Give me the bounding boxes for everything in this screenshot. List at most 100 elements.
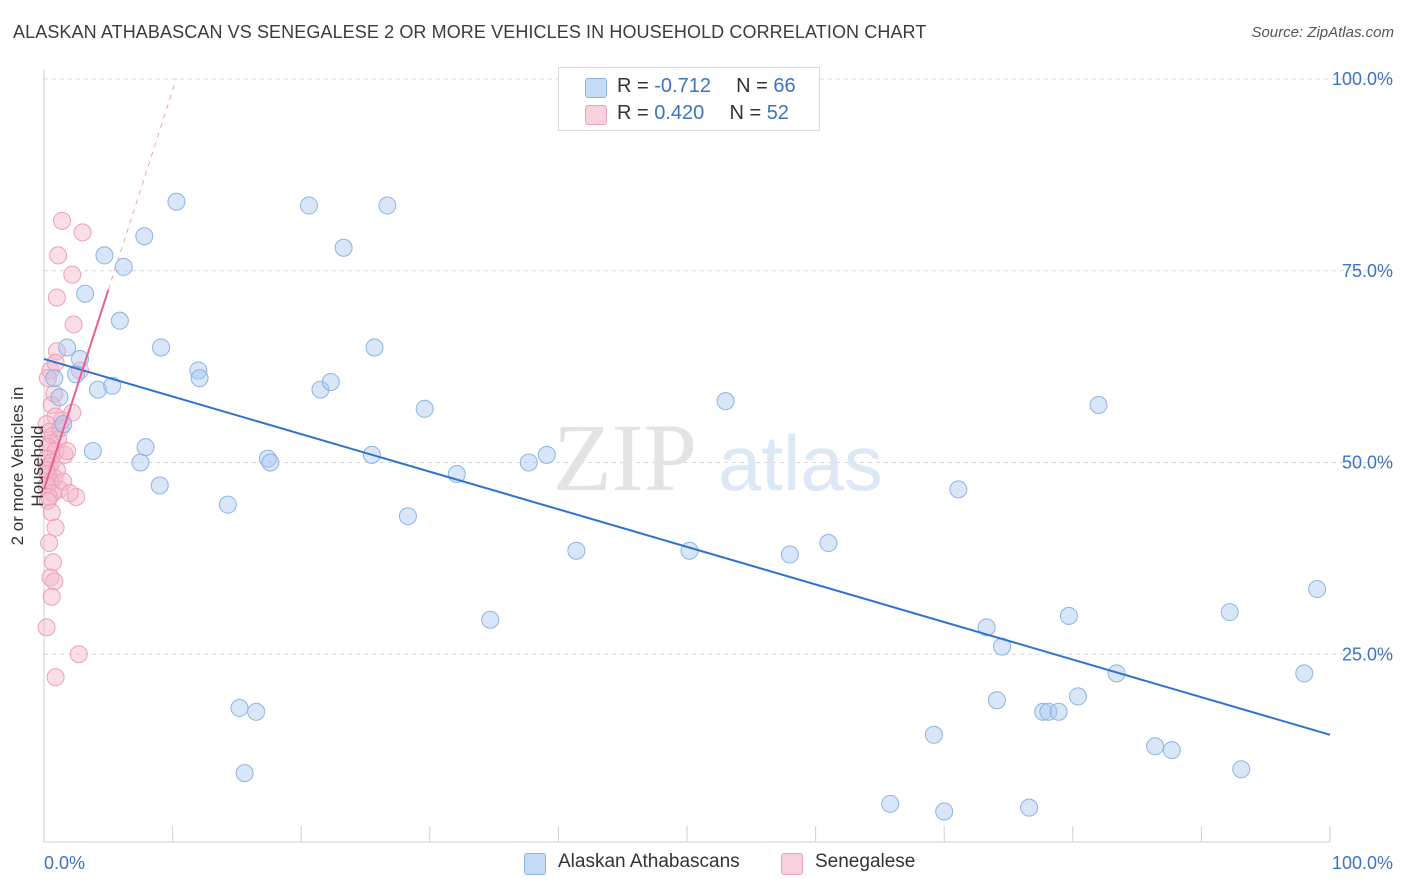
athabascan-point <box>152 338 171 357</box>
athabascan-point <box>519 453 538 472</box>
senegalese-point <box>60 484 79 503</box>
watermark-zip: ZIP <box>553 404 697 511</box>
athabascan-point <box>1039 702 1058 721</box>
athabascan-point <box>716 392 735 411</box>
athabascan-trendline <box>43 357 1331 736</box>
senegalese-point <box>46 518 65 537</box>
athabascan-point <box>1089 395 1108 414</box>
athabascan-points <box>45 192 1327 821</box>
athabascan-point <box>58 338 77 357</box>
grid-lines <box>44 78 1394 655</box>
athabascan-point <box>680 541 699 560</box>
tick-labels: 25.0% 50.0% 75.0% 100.0% 0.0% 100.0% <box>44 69 1393 873</box>
athabascan-point <box>1020 798 1039 817</box>
athabascan-point <box>537 445 556 464</box>
athabascan-point <box>150 476 169 495</box>
athabascan-point <box>167 192 186 211</box>
senegalese-point <box>40 534 59 553</box>
legend-swatch-pink <box>585 105 607 125</box>
legend-r-value: 0.420 <box>654 102 705 124</box>
athabascan-point <box>131 453 150 472</box>
correlation-legend: R = -0.712 N = 66 R = 0.420 N = 52 <box>558 67 820 131</box>
athabascan-point <box>1295 664 1314 683</box>
athabascan-point <box>311 380 330 399</box>
athabascan-point <box>299 196 318 215</box>
senegalese-point <box>54 472 73 491</box>
athabascan-point <box>365 338 384 357</box>
athabascan-point <box>935 802 954 821</box>
senegalese-point <box>58 441 77 460</box>
y-tick-label: 25.0% <box>1342 644 1393 664</box>
athabascan-point <box>136 438 155 457</box>
athabascan-point <box>334 238 353 257</box>
legend-r-value: -0.712 <box>654 75 711 97</box>
athabascan-point <box>110 311 129 330</box>
athabascan-point <box>1146 737 1165 756</box>
y-axis-label: 2 or more Vehicles in Household <box>8 386 47 546</box>
legend-n-label: N = <box>736 75 774 97</box>
athabascan-point <box>1034 702 1053 721</box>
athabascan-point <box>977 618 996 637</box>
senegalese-point <box>53 211 72 230</box>
athabascan-point <box>378 196 397 215</box>
athabascan-point <box>135 227 154 246</box>
senegalese-point <box>64 315 83 334</box>
athabascan-point <box>481 610 500 629</box>
trend-lines <box>43 78 1331 736</box>
athabascan-point <box>924 725 943 744</box>
athabascan-point <box>261 453 280 472</box>
senegalese-point <box>45 572 64 591</box>
senegalese-point <box>63 265 82 284</box>
athabascan-point <box>567 541 586 560</box>
athabascan-point <box>95 246 114 265</box>
athabascan-point <box>83 441 102 460</box>
senegalese-point <box>37 618 56 637</box>
legend-n-value: 52 <box>766 102 789 124</box>
athabascan-point <box>321 372 340 391</box>
y-tick-label: 100.0% <box>1332 69 1393 89</box>
legend-r-label: R = <box>617 102 655 124</box>
series-name-senegalese: Senegalese <box>815 851 916 872</box>
watermark-atlas: atlas <box>718 419 883 507</box>
chart-title: ALASKAN ATHABASCAN VS SENEGALESE 2 OR MO… <box>13 22 927 42</box>
senegalese-point <box>42 395 61 414</box>
athabascan-point <box>1049 702 1068 721</box>
athabascan-point <box>247 702 266 721</box>
legend-swatch-blue <box>585 78 607 98</box>
athabascan-point <box>1068 687 1087 706</box>
legend-n-label: N = <box>729 102 767 124</box>
source-label: Source: ZipAtlas.com <box>1251 24 1394 41</box>
athabascan-point <box>1162 741 1181 760</box>
watermark: ZIP atlas <box>553 404 883 511</box>
athabascan-point <box>103 376 122 395</box>
series-swatch-pink <box>781 853 803 875</box>
athabascan-point <box>235 764 254 783</box>
senegalese-point <box>42 587 61 606</box>
legend-n-value: 66 <box>773 75 796 97</box>
y-tick-label: 75.0% <box>1342 261 1393 281</box>
athabascan-point <box>76 284 95 303</box>
senegalese-point <box>69 645 88 664</box>
senegalese-trendline-extension <box>107 78 177 291</box>
athabascan-point <box>819 534 838 553</box>
x-tick-label: 0.0% <box>44 853 85 873</box>
series-swatch-blue <box>524 853 546 875</box>
series-name-athabascan: Alaskan Athabascans <box>558 851 740 872</box>
senegalese-point <box>73 223 92 242</box>
athabascan-point <box>881 794 900 813</box>
senegalese-point <box>49 246 68 265</box>
senegalese-point <box>47 288 66 307</box>
senegalese-point <box>46 668 65 687</box>
athabascan-point <box>189 361 208 380</box>
athabascan-point <box>45 369 64 388</box>
athabascan-point <box>89 380 108 399</box>
axes <box>43 70 1331 843</box>
athabascan-point <box>218 495 237 514</box>
y-tick-label: 50.0% <box>1342 453 1393 473</box>
athabascan-point <box>230 698 249 717</box>
athabascan-point <box>949 480 968 499</box>
athabascan-point <box>780 545 799 564</box>
athabascan-point <box>415 399 434 418</box>
athabascan-point <box>190 369 209 388</box>
